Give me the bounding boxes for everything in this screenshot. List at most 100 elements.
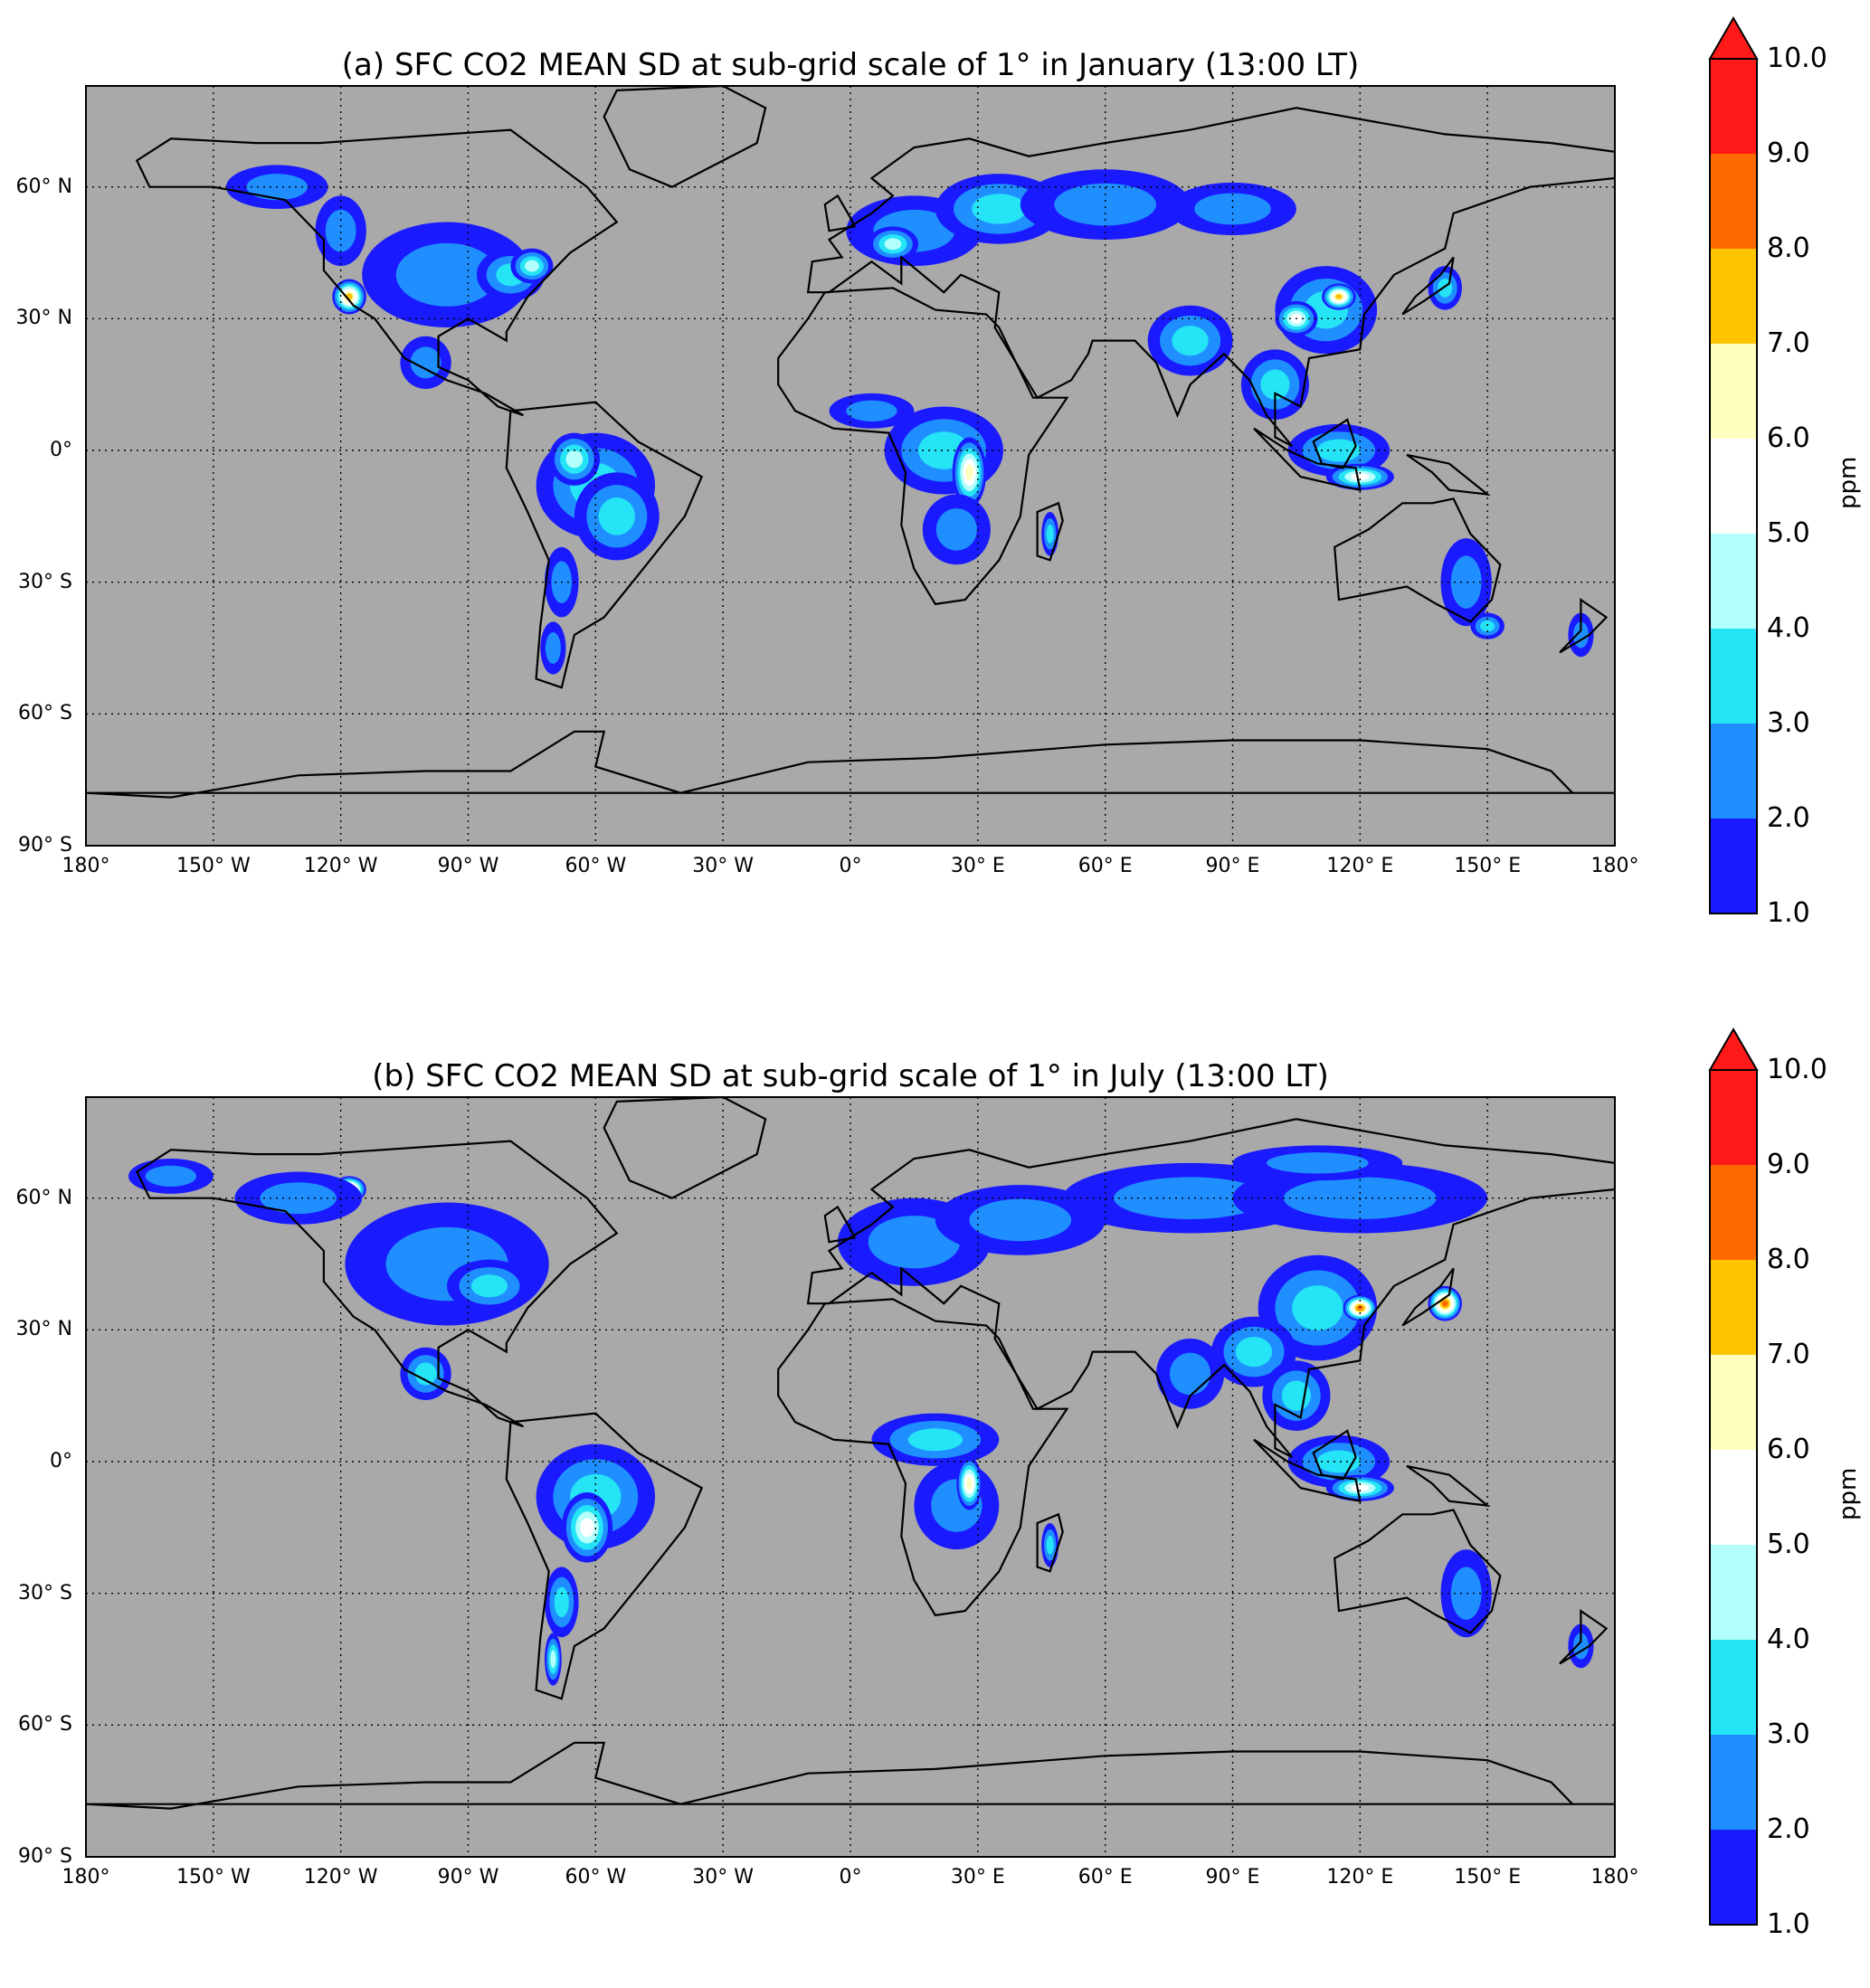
colorbar-tick-label: 10.0 [1767,43,1827,74]
emission-patch [525,260,539,272]
emission-patch [1260,369,1290,400]
emission-patch [1351,1484,1370,1492]
emission-patch [969,1198,1072,1242]
emission-patch [1450,1567,1482,1620]
colorbar-tick-label: 7.0 [1767,327,1810,359]
emission-patch [846,400,897,421]
map-frame [85,85,1616,847]
colorbar-tick-label: 4.0 [1767,612,1810,644]
colorbar-unit-label: ppm [1835,456,1862,509]
new-guinea-coastline [1406,1464,1491,1508]
africa-coastline [777,287,1069,606]
lon-tick-label: 60° W [565,855,627,877]
emission-patch [1357,1305,1363,1311]
colorbar-tick-label: 5.0 [1767,517,1810,549]
lon-tick-label: 90° E [1205,855,1260,877]
colorbar-tick-label: 9.0 [1767,137,1810,169]
emission-patch [1172,325,1209,356]
lon-tick-label: 30° W [692,1866,755,1889]
colorbar-segment [1710,1165,1757,1260]
eurasia-coastline [806,107,1615,448]
lon-tick-label: 90° W [437,1866,499,1889]
lat-tick-label: 30° S [18,1581,72,1605]
lat-tick-label: 0° [50,439,72,461]
emission-patch [1292,1285,1343,1331]
colorbar-segment [1710,1450,1757,1545]
colorbar-segment [1710,724,1757,819]
lon-tick-label: 60° E [1077,855,1133,877]
lat-tick-label: 90° S [18,834,72,857]
japan-coastline [1401,1267,1455,1327]
antarctica-coastline [86,730,1615,799]
emission-patch [966,1477,973,1491]
colorbar-tick-label: 2.0 [1767,1813,1810,1845]
colorbar-frame [1709,1069,1758,1926]
colorbar-tick-label: 9.0 [1767,1149,1810,1180]
emission-patch [1267,1152,1369,1174]
lon-tick-label: 120° W [303,1866,378,1889]
lon-tick-label: 60° E [1077,1866,1133,1889]
colorbar-segment [1710,344,1757,439]
panel-a: (a) SFC CO2 MEAN SD at sub-grid scale of… [0,0,1870,977]
emission-patch [1351,473,1370,481]
emission-patch [598,497,635,535]
emission-patch [1046,1535,1054,1555]
emission-field [86,1097,1615,1810]
emission-patch [325,209,356,252]
lat-tick-label: 60° S [18,702,72,725]
colorbar-tick-label: 8.0 [1767,1244,1810,1275]
emission-patch [1335,294,1343,299]
map-canvas [85,1096,1616,1858]
colorbar-segment [1710,249,1757,344]
uk-coastline [823,1205,857,1244]
emission-patch [965,464,973,481]
lon-tick-label: 30° E [950,855,1005,877]
south-america-coastline [505,1412,704,1700]
emission-patch [145,1165,197,1188]
emission-patch [545,632,561,664]
indonesia-coastline [1253,427,1362,492]
colorbar-tick-label: 4.0 [1767,1624,1810,1655]
colorbar-segment [1710,154,1757,249]
borneo-coastline [1312,1429,1357,1481]
colorbar-tick-label: 10.0 [1767,1054,1827,1085]
emission-patch [1235,1336,1273,1368]
emission-patch [470,1274,508,1298]
lon-tick-label: 180° [62,855,110,877]
lon-tick-label: 180° [1590,1866,1639,1889]
colorbar-segment [1710,1830,1757,1925]
lon-tick-label: 150° E [1454,1866,1522,1889]
colorbar-tick-label: 7.0 [1767,1339,1810,1370]
colorbar-tick-label: 8.0 [1767,232,1810,264]
colorbar-segment [1710,59,1757,154]
emission-patch [395,242,498,307]
emission-patch [580,1518,594,1538]
colorbar-extend-arrow [1708,16,1759,60]
colorbar-segment [1710,439,1757,534]
colorbar-tick-label: 6.0 [1767,422,1810,454]
lon-tick-label: 150° E [1454,855,1522,877]
emission-patch [550,1650,556,1669]
colorbar-tick-label: 2.0 [1767,802,1810,834]
lat-tick-label: 30° N [15,1318,72,1341]
map-frame [85,1096,1616,1858]
north-america-coastline [135,128,619,417]
madagascar-coastline [1036,1512,1064,1573]
emission-patch [1194,193,1271,225]
lon-tick-label: 30° W [692,855,755,877]
eurasia-coastline [806,1118,1615,1459]
greenland-coastline [603,86,767,188]
lon-tick-label: 90° W [437,855,499,877]
panel-title: (b) SFC CO2 MEAN SD at sub-grid scale of… [372,1058,1329,1094]
emission-patch [565,450,584,469]
emission-patch [414,1362,437,1386]
antarctica-coastline [86,1741,1615,1810]
lon-tick-label: 120° E [1326,1866,1394,1889]
emission-patch [1480,620,1495,632]
new-zealand-coastline [1559,1609,1609,1665]
madagascar-coastline [1036,501,1064,562]
colorbar-tick-label: 5.0 [1767,1529,1810,1560]
colorbar-tick-label: 1.0 [1767,1908,1810,1940]
lon-tick-label: 0° [839,855,862,877]
africa-coastline [777,1298,1069,1617]
